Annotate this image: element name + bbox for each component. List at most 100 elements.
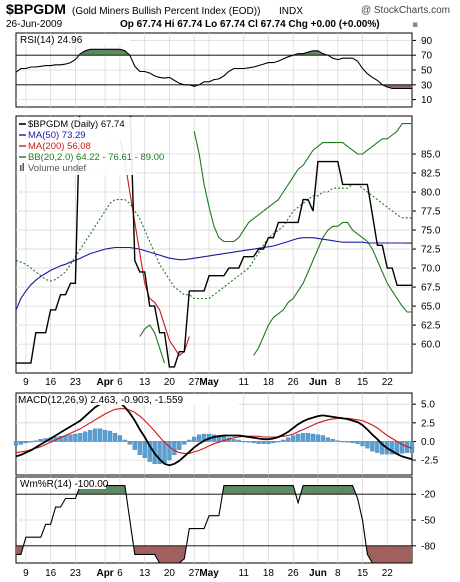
wpr-zone-fill bbox=[77, 485, 356, 495]
price-panel-frame bbox=[15, 115, 413, 374]
price-y-tick-label: 77.5 bbox=[421, 207, 441, 218]
wpr-x-tick-label: 22 bbox=[382, 568, 394, 579]
macd-histogram-bar bbox=[395, 441, 400, 455]
macd-histogram-bar bbox=[167, 441, 172, 461]
price-y-tick-label: 85.0 bbox=[421, 150, 441, 161]
macd-histogram-bar bbox=[83, 431, 88, 442]
price-y-tick-label: 80.0 bbox=[421, 188, 441, 199]
macd-histogram-bar bbox=[365, 441, 370, 449]
macd-histogram-bar bbox=[177, 441, 182, 450]
macd-histogram-bar bbox=[325, 437, 330, 442]
macd-histogram-bar bbox=[182, 441, 187, 445]
macd-histogram-bar bbox=[68, 434, 73, 442]
macd-histogram-bar bbox=[78, 433, 83, 442]
wpr-title: Wm%R(14) -100.00 bbox=[20, 479, 109, 490]
wpr-x-tick-label: 27 bbox=[189, 568, 201, 579]
wpr-zone-fill bbox=[16, 545, 412, 563]
macd-histogram-bar bbox=[231, 439, 236, 442]
price-x-tick-label: 11 bbox=[239, 377, 250, 388]
rsi-y-tick-label: 50 bbox=[421, 66, 433, 77]
macd-histogram-bar bbox=[355, 441, 360, 444]
macd-histogram-bar bbox=[256, 441, 261, 444]
wpr-x-tick-label: 13 bbox=[139, 568, 151, 579]
legend-volume-icon bbox=[20, 165, 22, 171]
macd-title: MACD(12,26,9) 2.463, -0.903, -1.559 bbox=[18, 395, 184, 406]
macd-line bbox=[15, 400, 413, 467]
wpr-y-tick-label: -50 bbox=[421, 516, 436, 527]
chart-index-name: (Gold Miners Bullish Percent Index (EOD)… bbox=[72, 6, 260, 17]
macd-histogram-bar bbox=[370, 441, 375, 452]
macd-histogram-bar bbox=[127, 441, 132, 445]
price-y-tick-label: 75.0 bbox=[421, 226, 441, 237]
wpr-x-tick-label: 23 bbox=[70, 568, 82, 579]
wpr-x-tick-label: 20 bbox=[164, 568, 176, 579]
bb-middle-line bbox=[16, 183, 412, 300]
macd-title-bg bbox=[17, 394, 239, 405]
macd-histogram-bar bbox=[93, 428, 98, 442]
wpr-x-tick-label: May bbox=[199, 568, 219, 579]
quote-arrow-icon: ▪ bbox=[412, 20, 418, 30]
price-legend-bg bbox=[18, 117, 136, 175]
macd-histogram-bar bbox=[409, 441, 415, 453]
wpr-x-tick-label: 9 bbox=[23, 568, 29, 579]
price-x-tick-label: 18 bbox=[263, 377, 275, 388]
macd-histogram-bar bbox=[137, 441, 142, 456]
rsi-title: RSI(14) 24.96 bbox=[20, 35, 83, 46]
price-x-tick-label: Apr bbox=[96, 377, 113, 388]
wpr-x-tick-label: 15 bbox=[357, 568, 369, 579]
ma50-line bbox=[16, 237, 412, 311]
price-x-tick-label: 13 bbox=[139, 377, 151, 388]
price-x-tick-label: 20 bbox=[164, 377, 176, 388]
legend-entry: Volume undef bbox=[28, 163, 86, 174]
price-line bbox=[16, 116, 412, 368]
macd-y-tick-label: 0.0 bbox=[421, 437, 435, 448]
price-x-tick-label: May bbox=[199, 377, 219, 388]
wpr-x-tick-label: 6 bbox=[117, 568, 123, 579]
macd-histogram-bar bbox=[291, 435, 296, 442]
legend-volume-icon bbox=[22, 163, 24, 171]
rsi-title-bg bbox=[18, 34, 130, 45]
legend-entry: MA(200) 56.08 bbox=[28, 141, 91, 152]
price-x-tick-label: 6 bbox=[117, 377, 123, 388]
wpr-x-tick-label: Jun bbox=[309, 568, 327, 579]
bb-upper-line bbox=[193, 123, 412, 243]
price-y-tick-label: 67.5 bbox=[421, 283, 441, 294]
wpr-x-tick-label: 18 bbox=[263, 568, 275, 579]
rsi-y-tick-label: 30 bbox=[421, 80, 433, 91]
rsi-line bbox=[15, 48, 412, 90]
macd-histogram-bar bbox=[266, 441, 271, 444]
watermark: @ StockCharts.com bbox=[361, 5, 450, 16]
macd-histogram-bar bbox=[38, 439, 43, 442]
price-x-tick-label: 8 bbox=[335, 377, 341, 388]
price-series-group bbox=[16, 116, 412, 368]
price-y-tick-label: 60.0 bbox=[421, 340, 441, 351]
wpr-y-tick-label: -20 bbox=[421, 490, 436, 501]
macd-histogram-bar bbox=[286, 437, 291, 442]
bb-lower-line bbox=[139, 221, 412, 364]
price-x-tick-label: 23 bbox=[70, 377, 82, 388]
macd-histogram-bar bbox=[300, 433, 306, 442]
macd-histogram-bar bbox=[305, 433, 311, 442]
wpr-x-tick-label: 16 bbox=[45, 568, 57, 579]
rsi-y-tick-label: 90 bbox=[421, 36, 433, 47]
legend-entry: $BPGDM (Daily) 67.74 bbox=[28, 119, 125, 130]
wpr-x-tick-label: Apr bbox=[96, 568, 113, 579]
macd-histogram-bar bbox=[13, 441, 19, 446]
rsi-y-tick-label: 10 bbox=[421, 95, 433, 106]
macd-histogram-bar bbox=[197, 434, 202, 442]
ma200-line bbox=[119, 138, 190, 357]
macd-y-tick-label: 5.0 bbox=[421, 400, 435, 411]
price-y-tick-label: 65.0 bbox=[421, 302, 441, 313]
rsi-y-tick-label: 70 bbox=[421, 51, 433, 62]
macd-histogram-bar bbox=[172, 441, 177, 456]
wpr-title-bg bbox=[18, 478, 106, 489]
macd-histogram-bar bbox=[142, 441, 147, 459]
quote-date: 26-Jun-2009 bbox=[6, 19, 63, 30]
macd-histogram-bar bbox=[261, 441, 266, 444]
wpr-x-tick-label: 11 bbox=[239, 568, 250, 579]
price-x-tick-label: 27 bbox=[189, 377, 201, 388]
price-x-tick-label: 16 bbox=[45, 377, 57, 388]
price-y-tick-label: 62.5 bbox=[421, 321, 441, 332]
legend-entry: MA(50) 73.29 bbox=[28, 130, 86, 141]
